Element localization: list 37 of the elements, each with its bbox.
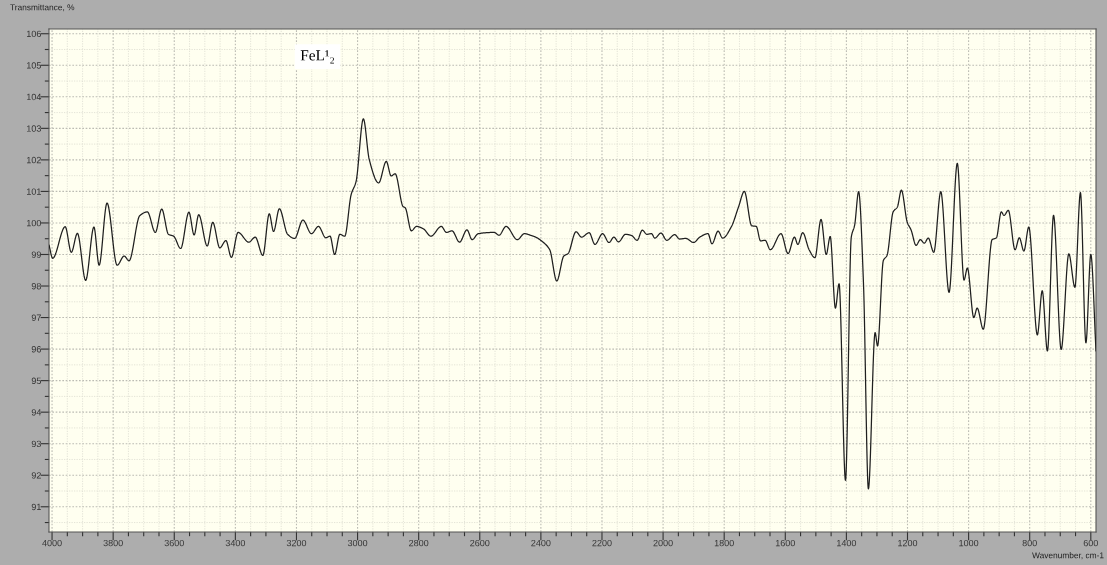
x-tick-label: 1600	[775, 539, 795, 547]
x-tick-label: 3800	[103, 539, 123, 547]
x-tick-label: 1400	[837, 539, 857, 547]
x-axis-title: Wavenumber, cm-1	[1032, 552, 1104, 560]
x-tick-label: 3400	[225, 539, 246, 547]
y-tick-label: 98	[31, 282, 41, 290]
x-tick-label: 1800	[714, 539, 734, 547]
y-tick-label: 99	[31, 251, 41, 258]
y-tick-label: 94	[31, 409, 42, 416]
y-tick-label: 91	[31, 503, 41, 511]
x-tick-label: 800	[1022, 539, 1037, 547]
x-tick-label: 3600	[164, 539, 184, 547]
text: FeL¹₂	[300, 50, 334, 64]
x-tick-label: 600	[1083, 539, 1098, 547]
x-tick-label: 3200	[286, 539, 307, 547]
x-tick-label: 1000	[959, 539, 979, 547]
y-tick-label: 105	[26, 62, 41, 69]
x-tick-label: 2600	[470, 539, 490, 547]
y-tick-label: 103	[26, 125, 41, 132]
x-tick-label: 4000	[42, 539, 62, 547]
x-tick-label: 3000	[347, 539, 368, 547]
y-tick-label: 93	[31, 440, 41, 448]
x-tick-label: 2200	[592, 539, 612, 547]
y-tick-label: 100	[26, 219, 42, 227]
y-tick-label: 106	[26, 30, 41, 38]
y-axis-title: Transmittance, %	[10, 4, 75, 12]
x-tick-label: 2800	[409, 539, 429, 547]
y-tick-label: 96	[31, 346, 41, 353]
x-tick-label: 2400	[531, 539, 551, 547]
y-tick-label: 101	[26, 188, 41, 195]
y-tick-label: 95	[31, 377, 41, 384]
x-tick-label: 2000	[653, 539, 673, 547]
y-tick-label: 97	[31, 314, 41, 321]
y-tick-label: 92	[31, 472, 41, 479]
y-tick-label: 104	[26, 93, 42, 101]
x-tick-label: 1200	[898, 539, 918, 547]
y-tick-label: 102	[26, 156, 41, 164]
